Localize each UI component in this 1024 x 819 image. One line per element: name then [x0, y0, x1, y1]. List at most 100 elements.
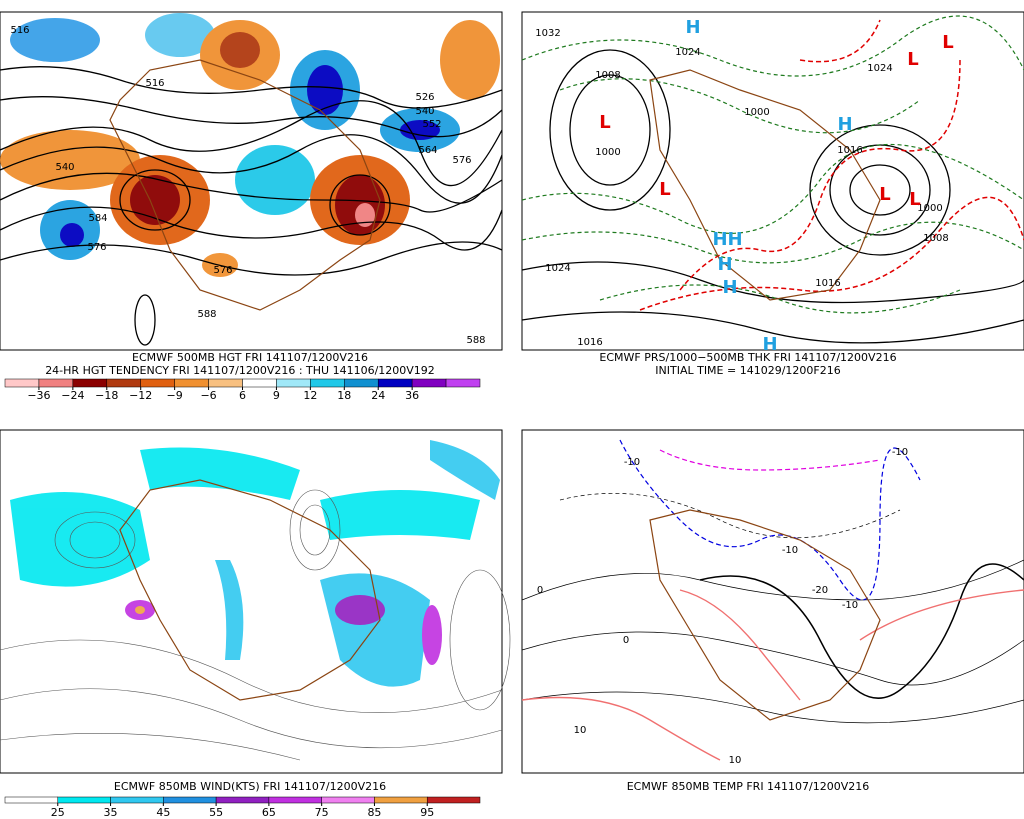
- contour-label: -10: [892, 447, 908, 458]
- colorbar-swatch: [38, 378, 74, 388]
- colorbar-label: 55: [209, 806, 223, 819]
- contour-label: -20: [812, 585, 828, 596]
- colorbar-label: 85: [367, 806, 381, 819]
- contour-label: 1000: [595, 147, 620, 158]
- contour-label: 588: [197, 309, 216, 320]
- contour-label: 540: [415, 106, 434, 117]
- colorbar-swatch: [106, 378, 141, 388]
- contour-label: 1032: [535, 28, 560, 39]
- pressure-center: H: [837, 114, 852, 135]
- colorbar-swatch: [276, 378, 311, 388]
- caption: ECMWF 500MB HGT FRI 141107/1200V216: [132, 351, 368, 364]
- colorbar-label: −12: [129, 389, 152, 402]
- colorbar-label: −24: [61, 389, 84, 402]
- colorbar-swatch: [215, 796, 270, 804]
- map-wind: [0, 429, 511, 774]
- caption: INITIAL TIME = 141029/1200F216: [655, 364, 840, 377]
- colorbar-label: 35: [104, 806, 118, 819]
- colorbar-swatch: [72, 378, 108, 388]
- contour-label: -10: [842, 600, 858, 611]
- colorbar-swatch: [57, 796, 111, 804]
- contour-label: 10: [729, 755, 742, 766]
- colorbar-label: 6: [239, 389, 246, 402]
- contour-label: 1024: [867, 63, 892, 74]
- contour-label: 0: [537, 585, 543, 596]
- contour-label: 1008: [595, 70, 620, 81]
- caption: ECMWF PRS/1000−500MB THK FRI 141107/1200…: [599, 351, 896, 364]
- contour-label: -10: [782, 545, 798, 556]
- colorbar-swatch: [374, 796, 428, 804]
- colorbar-swatch: [140, 378, 175, 388]
- contour-label: 564: [418, 145, 437, 156]
- pressure-center: L: [942, 32, 953, 53]
- pressure-center: L: [599, 112, 610, 133]
- contour-label: 1000: [744, 107, 769, 118]
- colorbar-swatch: [163, 796, 217, 804]
- colorbar-swatch: [242, 378, 277, 388]
- contour-label: 1000: [917, 203, 942, 214]
- colorbar-label: 12: [303, 389, 317, 402]
- colorbar-swatch: [344, 378, 379, 388]
- contour-label: 1016: [815, 278, 840, 289]
- caption: ECMWF 850MB WIND(KTS) FRI 141107/1200V21…: [114, 780, 386, 793]
- pressure-center: H: [727, 229, 742, 250]
- contour-label: 1016: [837, 145, 862, 156]
- pressure-center: H: [722, 277, 737, 298]
- colorbar-label: −9: [167, 389, 183, 402]
- colorbar-label: 75: [315, 806, 329, 819]
- contour-label: 576: [452, 155, 471, 166]
- caption: 24-HR HGT TENDENCY FRI 141107/1200V216 :…: [45, 364, 435, 377]
- pressure-center: L: [659, 179, 670, 200]
- contour-label: 584: [88, 213, 107, 224]
- colorbar-swatch: [208, 378, 243, 388]
- colorbar-label: −36: [27, 389, 50, 402]
- colorbar-label: 18: [337, 389, 351, 402]
- colorbar-swatch: [445, 378, 481, 388]
- contour-label: 588: [466, 335, 485, 346]
- colorbar-label: 25: [51, 806, 65, 819]
- colorbar-label: −18: [95, 389, 118, 402]
- contour-label: 1024: [675, 47, 700, 58]
- pressure-center: H: [762, 334, 777, 355]
- colorbar-swatch: [411, 378, 447, 388]
- map-hgt: [0, 11, 503, 351]
- contour-label: 526: [415, 92, 434, 103]
- map-prs: [521, 11, 1024, 351]
- contour-label: 576: [87, 242, 106, 253]
- pressure-center: L: [909, 189, 920, 210]
- colorbar-label: −6: [200, 389, 216, 402]
- colorbar-label: 95: [420, 806, 434, 819]
- contour-label: 1016: [577, 337, 602, 348]
- contour-label: -10: [624, 457, 640, 468]
- contour-label: 1024: [545, 263, 570, 274]
- contour-label: 1008: [923, 233, 948, 244]
- map-temp: [521, 429, 1024, 774]
- colorbar-swatch: [310, 378, 345, 388]
- colorbar-swatch: [174, 378, 209, 388]
- colorbar-swatch: [377, 378, 413, 388]
- colorbar-label: 45: [156, 806, 170, 819]
- pressure-center: H: [685, 17, 700, 38]
- pressure-center: L: [907, 49, 918, 70]
- colorbar-swatch: [321, 796, 375, 804]
- contour-label: 516: [10, 25, 29, 36]
- pressure-center: H: [712, 229, 727, 250]
- colorbar-label: 36: [405, 389, 419, 402]
- pressure-center: L: [879, 184, 890, 205]
- colorbar-label: 24: [371, 389, 385, 402]
- pressure-center: H: [717, 254, 732, 275]
- caption: ECMWF 850MB TEMP FRI 141107/1200V216: [627, 780, 870, 793]
- contour-label: 516: [145, 78, 164, 89]
- contour-label: 540: [55, 162, 74, 173]
- colorbar-swatch: [268, 796, 322, 804]
- contour-label: 576: [213, 265, 232, 276]
- contour-label: 552: [422, 119, 441, 130]
- colorbar-swatch: [4, 796, 59, 804]
- colorbar-label: 9: [273, 389, 280, 402]
- colorbar-swatch: [110, 796, 164, 804]
- colorbar-swatch: [4, 378, 40, 388]
- colorbar-swatch: [426, 796, 481, 804]
- contour-label: 0: [623, 635, 629, 646]
- colorbar-label: 65: [262, 806, 276, 819]
